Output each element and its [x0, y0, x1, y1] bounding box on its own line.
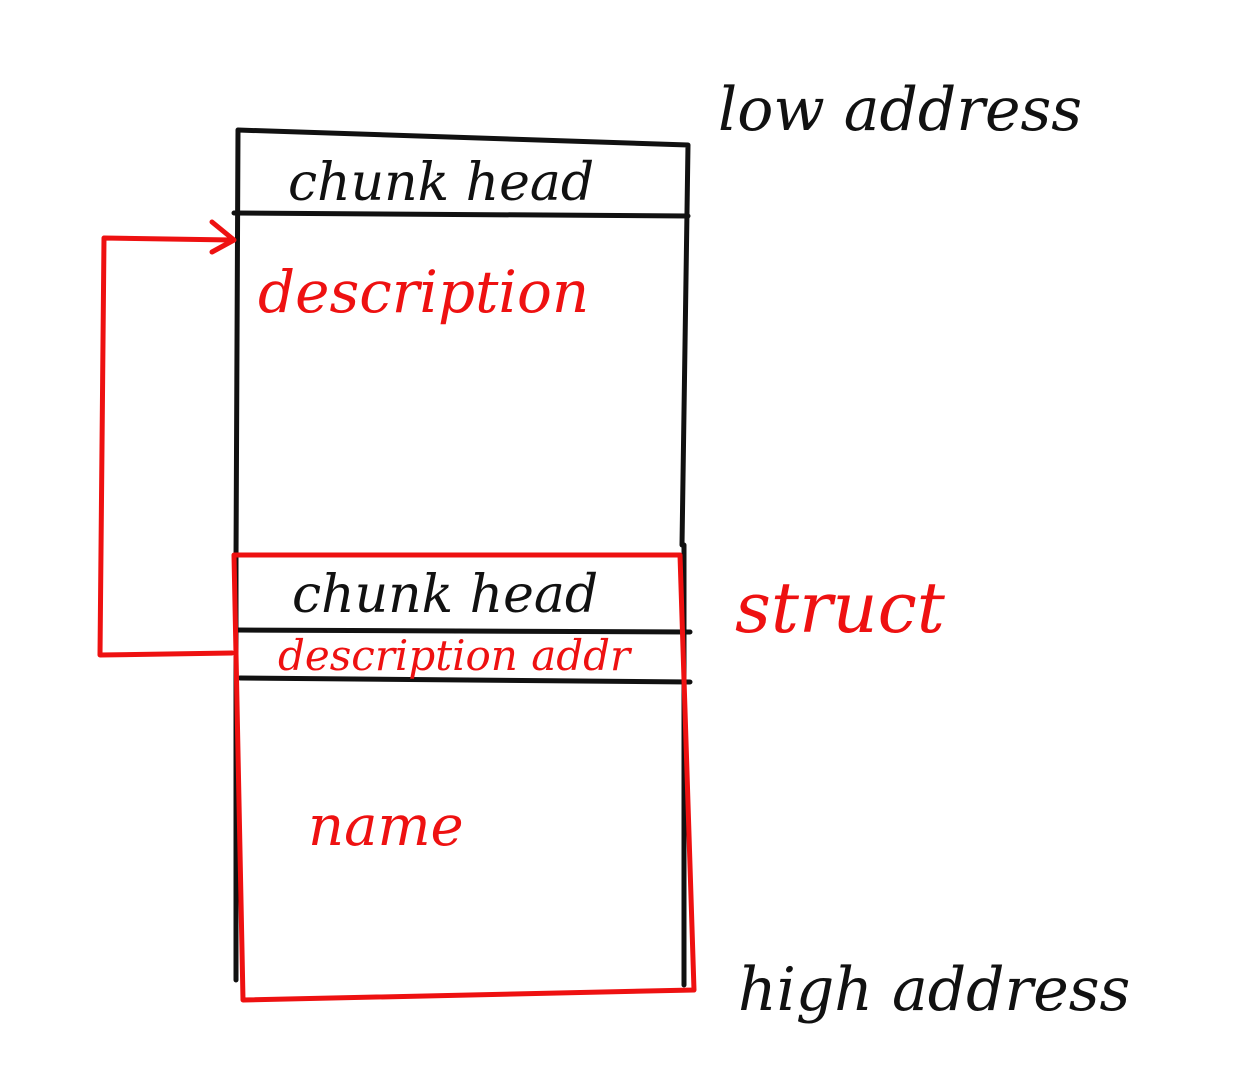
- chunk-1: chunk head description: [231, 127, 691, 563]
- chunk-2: chunk head description addr name: [233, 542, 693, 988]
- chunk-2-head-label: chunk head: [292, 565, 598, 625]
- pointer-arrow-head: [209, 219, 237, 255]
- high-address-label: high address: [738, 955, 1130, 1025]
- chunk-1-body-label: description: [258, 258, 589, 326]
- struct-highlight-box: [231, 552, 697, 1003]
- chunk-1-outline: [233, 127, 691, 563]
- pointer-arrow: [97, 219, 237, 658]
- chunk-2-body-label: name: [308, 794, 464, 859]
- chunk-1-head-label: chunk head: [288, 153, 594, 213]
- low-address-label: low address: [718, 75, 1082, 145]
- struct-label: struct: [735, 567, 946, 649]
- chunk-2-pointer-label: description addr: [278, 631, 633, 680]
- chunk-1-head-divider: [231, 210, 691, 219]
- pointer-arrow-line: [97, 235, 235, 658]
- chunk-2-pointer-divider: [237, 675, 693, 685]
- chunk-2-head-divider: [233, 627, 693, 635]
